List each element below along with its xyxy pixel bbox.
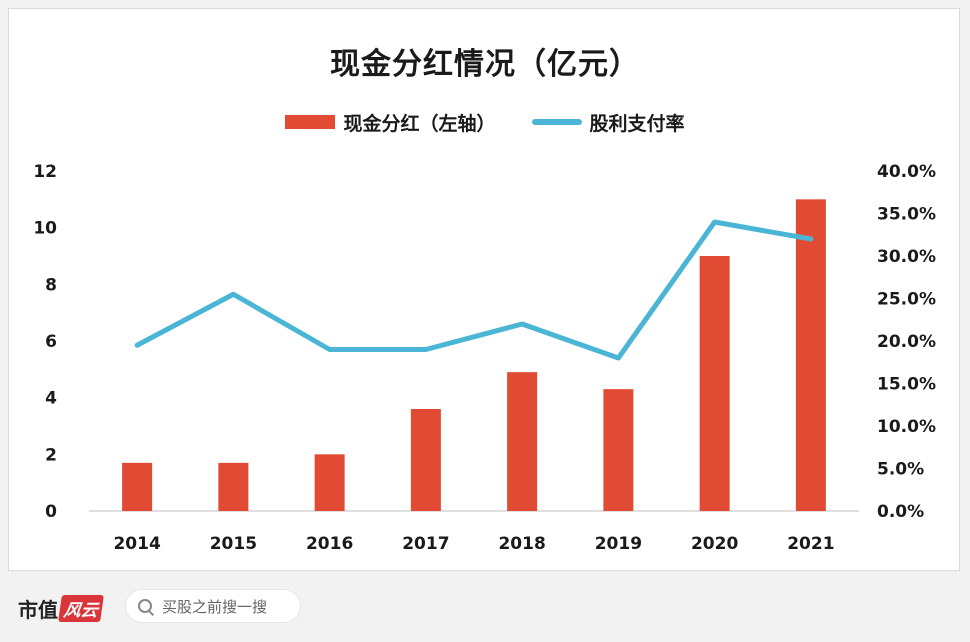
bar-dividend: [122, 462, 153, 511]
x-tick-label: 2017: [402, 534, 449, 554]
y-right-tick-label: 10.0%: [877, 417, 936, 437]
chart-title: 现金分红情况（亿元）: [330, 47, 640, 82]
y-left-tick-label: 2: [45, 445, 57, 465]
brand-chip: 风云: [58, 595, 104, 622]
y-right-tick-label: 15.0%: [877, 375, 936, 395]
y-left-tick-label: 4: [45, 389, 57, 409]
search-box[interactable]: 买股之前搜一搜: [126, 590, 300, 622]
y-right-tick-label: 20.0%: [877, 332, 936, 352]
brand-logo[interactable]: 市值 风云: [18, 594, 104, 623]
y-left-tick-label: 10: [33, 219, 57, 239]
chart-card: 现金分红情况（亿元） 现金分红（左轴） 股利支付率 0 2 4 6 8 10 12 0.0% 5…: [8, 8, 960, 571]
bar-dividend: [410, 409, 441, 511]
legend-item-payout-ratio: 股利支付率: [531, 109, 685, 136]
bar-dividend: [795, 199, 826, 512]
x-tick-label: 2018: [498, 534, 545, 554]
footer-bar: 市值 风云 买股之前搜一搜: [0, 578, 970, 642]
bar-dividend: [314, 454, 345, 511]
y-left-tick-label: 0: [45, 502, 57, 522]
y-left-tick-label: 6: [45, 332, 57, 352]
x-tick-label: 2014: [113, 534, 160, 554]
y-right-tick-label: 5.0%: [877, 460, 924, 480]
bar-dividend: [699, 256, 730, 511]
y-left-tick-label: 12: [33, 162, 57, 182]
bar-dividend: [507, 372, 538, 511]
x-tick-label: 2015: [210, 534, 257, 554]
chart-plot: 0 2 4 6 8 10 12 0.0% 5.0% 10.0% 15.0% 20.0% 25.0% 30.…: [33, 162, 936, 554]
x-tick-label: 2020: [691, 534, 738, 554]
y-right-tick-label: 25.0%: [877, 290, 936, 310]
legend-label-dividend: 现金分红（左轴）: [343, 112, 496, 135]
y-right-tick-label: 0.0%: [877, 502, 924, 522]
legend-swatch-line: [531, 119, 582, 125]
search-icon: [138, 599, 152, 613]
x-tick-label: 2021: [787, 534, 834, 554]
legend-item-dividend: 现金分红（左轴）: [285, 109, 496, 136]
y-left-tick-label: 8: [45, 275, 57, 295]
line-payout-ratio: [134, 219, 814, 361]
x-tick-label: 2019: [595, 534, 642, 554]
x-tick-label: 2016: [306, 534, 353, 554]
y-right-tick-label: 40.0%: [877, 162, 936, 182]
bar-dividend: [603, 389, 634, 511]
chart-legend: 现金分红（左轴） 股利支付率: [9, 107, 961, 137]
y-right-tick-label: 30.0%: [877, 247, 936, 267]
legend-swatch-bar: [285, 115, 336, 129]
brand-text: 市值: [18, 598, 58, 622]
y-right-tick-label: 35.0%: [877, 205, 936, 225]
bar-dividend: [218, 462, 249, 511]
search-placeholder: 买股之前搜一搜: [162, 597, 268, 616]
legend-label-payout-ratio: 股利支付率: [589, 112, 685, 135]
